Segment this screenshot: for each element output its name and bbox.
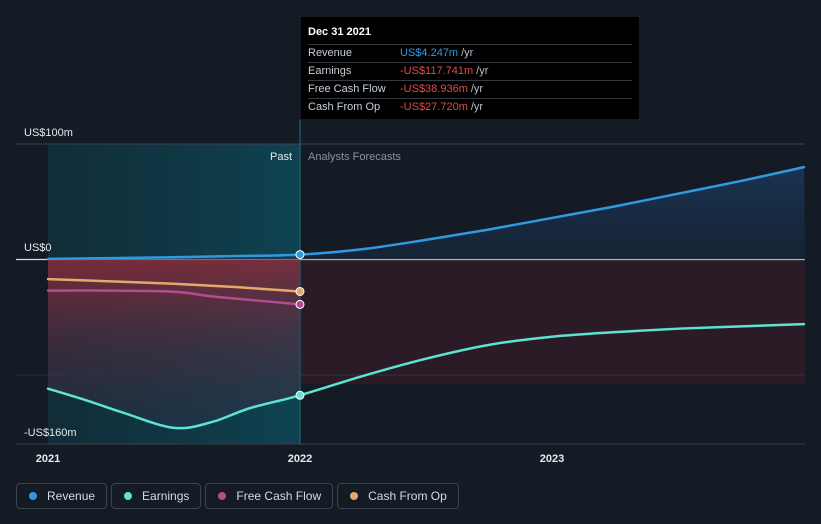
marker-revenue <box>295 250 305 260</box>
data-tooltip: Dec 31 2021 Revenue US$4.247m /yr Earnin… <box>301 17 639 119</box>
x-tick-2022: 2022 <box>288 453 312 465</box>
legend-item-revenue[interactable]: Revenue <box>16 483 108 509</box>
marker-cash-from-op <box>295 286 305 296</box>
legend-label: Earnings <box>142 489 190 503</box>
tooltip-label: Cash From Op <box>308 101 381 113</box>
revenue-area <box>48 167 805 260</box>
tooltip-unit: /yr <box>476 65 489 77</box>
series-line-earnings <box>46 322 806 430</box>
tooltip-value: -US$38.936m <box>400 83 468 95</box>
tooltip-date: Dec 31 2021 <box>308 26 371 38</box>
tooltip-label: Free Cash Flow <box>308 83 386 95</box>
x-tick-2023: 2023 <box>540 453 564 465</box>
marker-free-cash-flow <box>295 299 305 309</box>
section-label-forecast: Analysts Forecasts <box>308 151 401 163</box>
tooltip-value: -US$27.720m <box>400 101 468 113</box>
tooltip-unit: /yr <box>470 83 484 95</box>
legend-item-earnings[interactable]: Earnings <box>111 483 202 509</box>
section-label-past: Past <box>270 151 292 163</box>
series-line-free-cash-flow <box>46 289 302 306</box>
tooltip-value: -US$117.741m <box>400 65 474 77</box>
legend-label: Cash From Op <box>368 489 447 503</box>
tooltip-value: US$4.247m <box>400 47 459 59</box>
legend-dot-icon <box>218 492 227 500</box>
earnings-past-area <box>48 259 300 429</box>
legend-label: Revenue <box>47 489 96 503</box>
legend-item-free-cash-flow[interactable]: Free Cash Flow <box>205 483 334 509</box>
tooltip-row-cash-from-op: Cash From Op -US$27.720m /yr <box>308 98 632 116</box>
legend-dot-icon <box>29 492 37 500</box>
tooltip-unit: /yr <box>461 47 474 59</box>
legend-dot-icon <box>124 492 133 500</box>
tooltip-label: Earnings <box>308 65 352 77</box>
tooltip-row-free-cash-flow: Free Cash Flow -US$38.936m /yr <box>308 80 632 98</box>
tooltip-row-revenue: Revenue US$4.247m /yr <box>308 44 632 62</box>
forecast-negative-region <box>300 259 805 384</box>
legend-item-cash-from-op[interactable]: Cash From Op <box>337 483 459 509</box>
y-label-zero: US$0 <box>24 242 52 254</box>
tooltip-label: Revenue <box>308 47 353 59</box>
series-line-cash-from-op <box>46 277 302 293</box>
series-line-revenue <box>46 165 806 261</box>
marker-earnings <box>295 390 305 400</box>
legend-label: Free Cash Flow <box>236 489 322 503</box>
tooltip-row-earnings: Earnings -US$117.741m /yr <box>308 62 632 80</box>
y-label-bottom: -US$160m <box>24 427 77 439</box>
tooltip-unit: /yr <box>470 101 484 113</box>
y-label-top: US$100m <box>24 127 73 139</box>
chart-legend: Revenue Earnings Free Cash Flow Cash Fro… <box>16 483 459 511</box>
legend-dot-icon <box>350 492 359 500</box>
x-tick-2021: 2021 <box>36 453 60 465</box>
